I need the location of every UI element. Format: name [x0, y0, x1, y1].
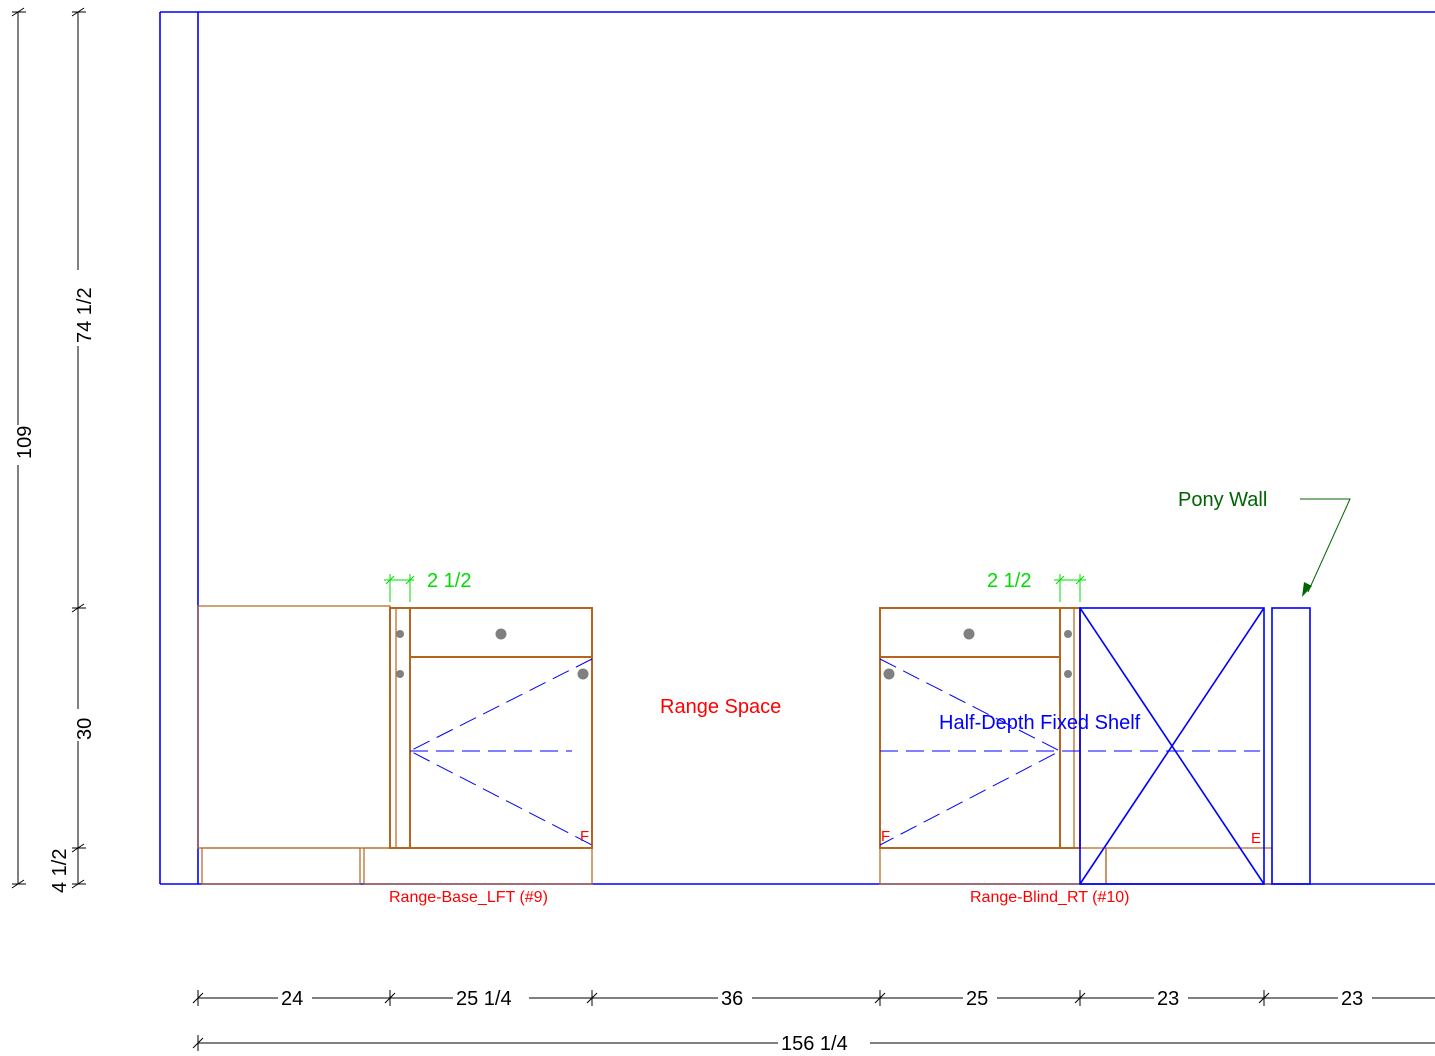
- arrow-head-icon: [1302, 582, 1312, 597]
- knob: [1064, 670, 1072, 678]
- cabinet-label-left: Range-Base_LFT (#9): [389, 889, 548, 906]
- vertical-dimension-toe-kick: 4 1/2: [49, 848, 86, 893]
- vertical-dimension-overall: 109: [8, 7, 36, 889]
- range-space-label: Range Space: [660, 696, 781, 718]
- overall-height-label: 109: [14, 426, 36, 459]
- overall-width-label: 156 1/4: [781, 1033, 848, 1055]
- filler-dimension-right: 2 1/2: [987, 570, 1086, 602]
- knob: [1064, 630, 1072, 638]
- horizontal-dimension-overall: 156 1/4: [192, 1031, 1435, 1055]
- pony-wall-label: Pony Wall: [1178, 489, 1267, 511]
- drawer-knob: [495, 628, 507, 640]
- toe-kick-right: [879, 847, 1107, 885]
- segment-width-3: 36: [721, 988, 743, 1010]
- wall-outline: [159, 11, 1435, 885]
- toe-kick-height-label: 4 1/2: [49, 849, 71, 893]
- door-knob: [883, 668, 895, 680]
- cabinet-height-label: 30: [74, 718, 96, 740]
- end-marker: E: [1251, 830, 1261, 847]
- segment-width-1: 24: [281, 988, 303, 1010]
- filler-dimension-left: 2 1/2: [384, 570, 471, 602]
- half-depth-shelf-label: Half-Depth Fixed Shelf: [939, 712, 1141, 734]
- toe-kick-far-right: [1105, 847, 1273, 885]
- svg-text:2 1/2: 2 1/2: [987, 570, 1031, 592]
- toe-kick-mid: [363, 847, 593, 885]
- door-swing-lines: [408, 658, 593, 846]
- door-knob: [577, 668, 589, 680]
- drawer-knob: [963, 628, 975, 640]
- pony-wall-callout: Pony Wall: [1178, 489, 1351, 597]
- knob: [396, 630, 404, 638]
- segment-width-6: 23: [1341, 988, 1363, 1010]
- knob: [396, 670, 404, 678]
- pony-wall: [1271, 607, 1311, 885]
- segment-width-5: 23: [1157, 988, 1179, 1010]
- segment-width-2: 25 1/4: [456, 988, 512, 1010]
- door-swing-lines: [879, 658, 1062, 846]
- hinge-marker-left: F: [580, 828, 589, 845]
- range-base-left-box: [409, 607, 593, 849]
- right-cabinet-run: F E: [879, 607, 1311, 885]
- svg-text:2 1/2: 2 1/2: [427, 570, 471, 592]
- upper-height-label: 74 1/2: [74, 287, 96, 343]
- left-cabinet-run: F: [197, 605, 593, 885]
- segment-width-4: 25: [966, 988, 988, 1010]
- cabinet-label-right: Range-Blind_RT (#10): [970, 889, 1130, 906]
- vertical-dimension-cabinet: 30: [66, 608, 96, 853]
- blind-corner-panel: [197, 605, 391, 849]
- filler-strip-left: [389, 607, 411, 849]
- toe-kick-left: [201, 847, 361, 885]
- blind-panel-x: [1079, 607, 1265, 885]
- horizontal-dimension-segments: 24 25 1/4 36 25 23 23: [192, 986, 1435, 1010]
- vertical-dimension-upper: 74 1/2: [66, 7, 96, 613]
- hinge-marker-right: F: [881, 828, 890, 845]
